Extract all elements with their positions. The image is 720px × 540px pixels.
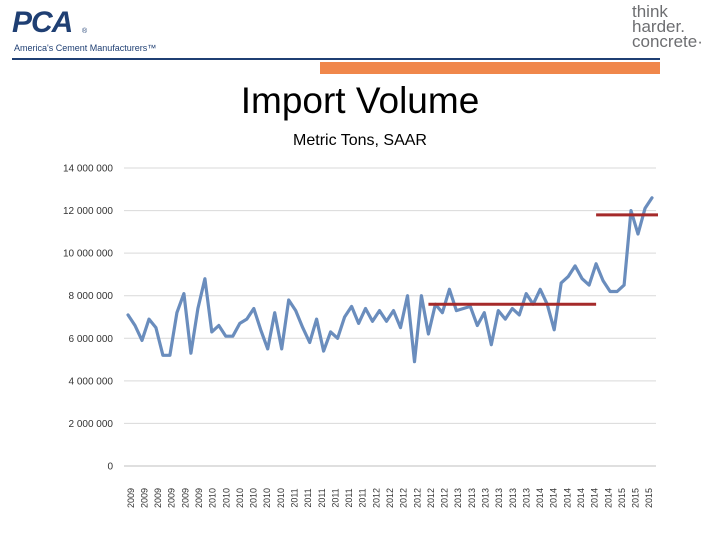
chart-title: Import Volume [240, 80, 480, 121]
slogan-line-1: think [632, 2, 668, 21]
x-tick-label: 2014 [535, 488, 545, 508]
x-tick-label: 2013 [480, 488, 490, 508]
x-tick-label: 2013 [494, 488, 504, 508]
x-tick-label: 2015 [617, 488, 627, 508]
y-tick-label: 12 000 000 [63, 206, 113, 217]
x-tick-label: 2012 [385, 488, 395, 508]
pca-logo-tagline: America's Cement Manufacturers™ [14, 43, 157, 53]
x-tick-label: 2013 [508, 488, 518, 508]
header-accent-bar [320, 62, 660, 74]
y-tick-label: 0 [107, 462, 113, 473]
y-tick-label: 10 000 000 [63, 249, 113, 260]
x-tick-label: 2009 [194, 488, 204, 508]
y-tick-label: 8 000 000 [69, 291, 114, 302]
header: PCA ® America's Cement Manufacturers™ th… [0, 0, 720, 80]
x-tick-label: 2012 [426, 488, 436, 508]
header-divider [12, 58, 660, 60]
x-tick-label: 2015 [644, 488, 654, 508]
x-tick-label: 2010 [235, 488, 245, 508]
slogan-logo: think harder. concrete· [632, 2, 703, 51]
x-tick-label: 2014 [576, 488, 586, 508]
x-tick-label: 2013 [453, 488, 463, 508]
x-tick-label: 2012 [412, 488, 422, 508]
x-tick-label: 2011 [290, 488, 300, 507]
x-tick-label: 2014 [590, 488, 600, 508]
x-tick-label: 2012 [440, 488, 450, 508]
x-tick-label: 2009 [153, 488, 163, 508]
x-tick-label: 2009 [180, 488, 190, 508]
x-tick-label: 2012 [399, 488, 409, 508]
chart-subtitle: Metric Tons, SAAR [293, 132, 427, 149]
slogan-line-3: concrete· [632, 32, 703, 51]
y-tick-label: 14 000 000 [63, 164, 113, 175]
x-tick-label: 2010 [276, 488, 286, 508]
x-tick-label: 2009 [167, 488, 177, 508]
x-tick-label: 2014 [562, 488, 572, 508]
x-tick-label: 2015 [631, 488, 641, 508]
x-tick-label: 2009 [139, 488, 149, 508]
x-tick-label: 2011 [317, 488, 327, 507]
pca-logo[interactable]: PCA ® America's Cement Manufacturers™ [12, 6, 162, 56]
x-tick-label: 2011 [303, 488, 313, 507]
x-tick-label: 2011 [344, 488, 354, 507]
x-tick-label: 2013 [467, 488, 477, 508]
import-volume-series-line [126, 196, 654, 364]
slogan-line-2: harder. [632, 17, 685, 36]
pca-logo-text: PCA [12, 6, 73, 39]
y-tick-label: 6 000 000 [69, 334, 114, 345]
x-tick-label: 2010 [262, 488, 272, 508]
x-tick-label: 2011 [358, 488, 368, 507]
x-tick-label: 2014 [549, 488, 559, 508]
x-tick-label: 2010 [249, 488, 259, 508]
x-tick-label: 2009 [126, 488, 136, 508]
x-tick-label: 2013 [521, 488, 531, 508]
y-tick-label: 2 000 000 [69, 419, 114, 430]
x-tick-label: 2010 [208, 488, 218, 508]
pca-logo-registered: ® [82, 28, 88, 35]
x-tick-label: 2012 [371, 488, 381, 508]
x-tick-label: 2014 [603, 488, 613, 508]
y-tick-label: 4 000 000 [69, 376, 114, 387]
x-tick-label: 2011 [330, 488, 340, 507]
x-tick-label: 2010 [221, 488, 231, 508]
